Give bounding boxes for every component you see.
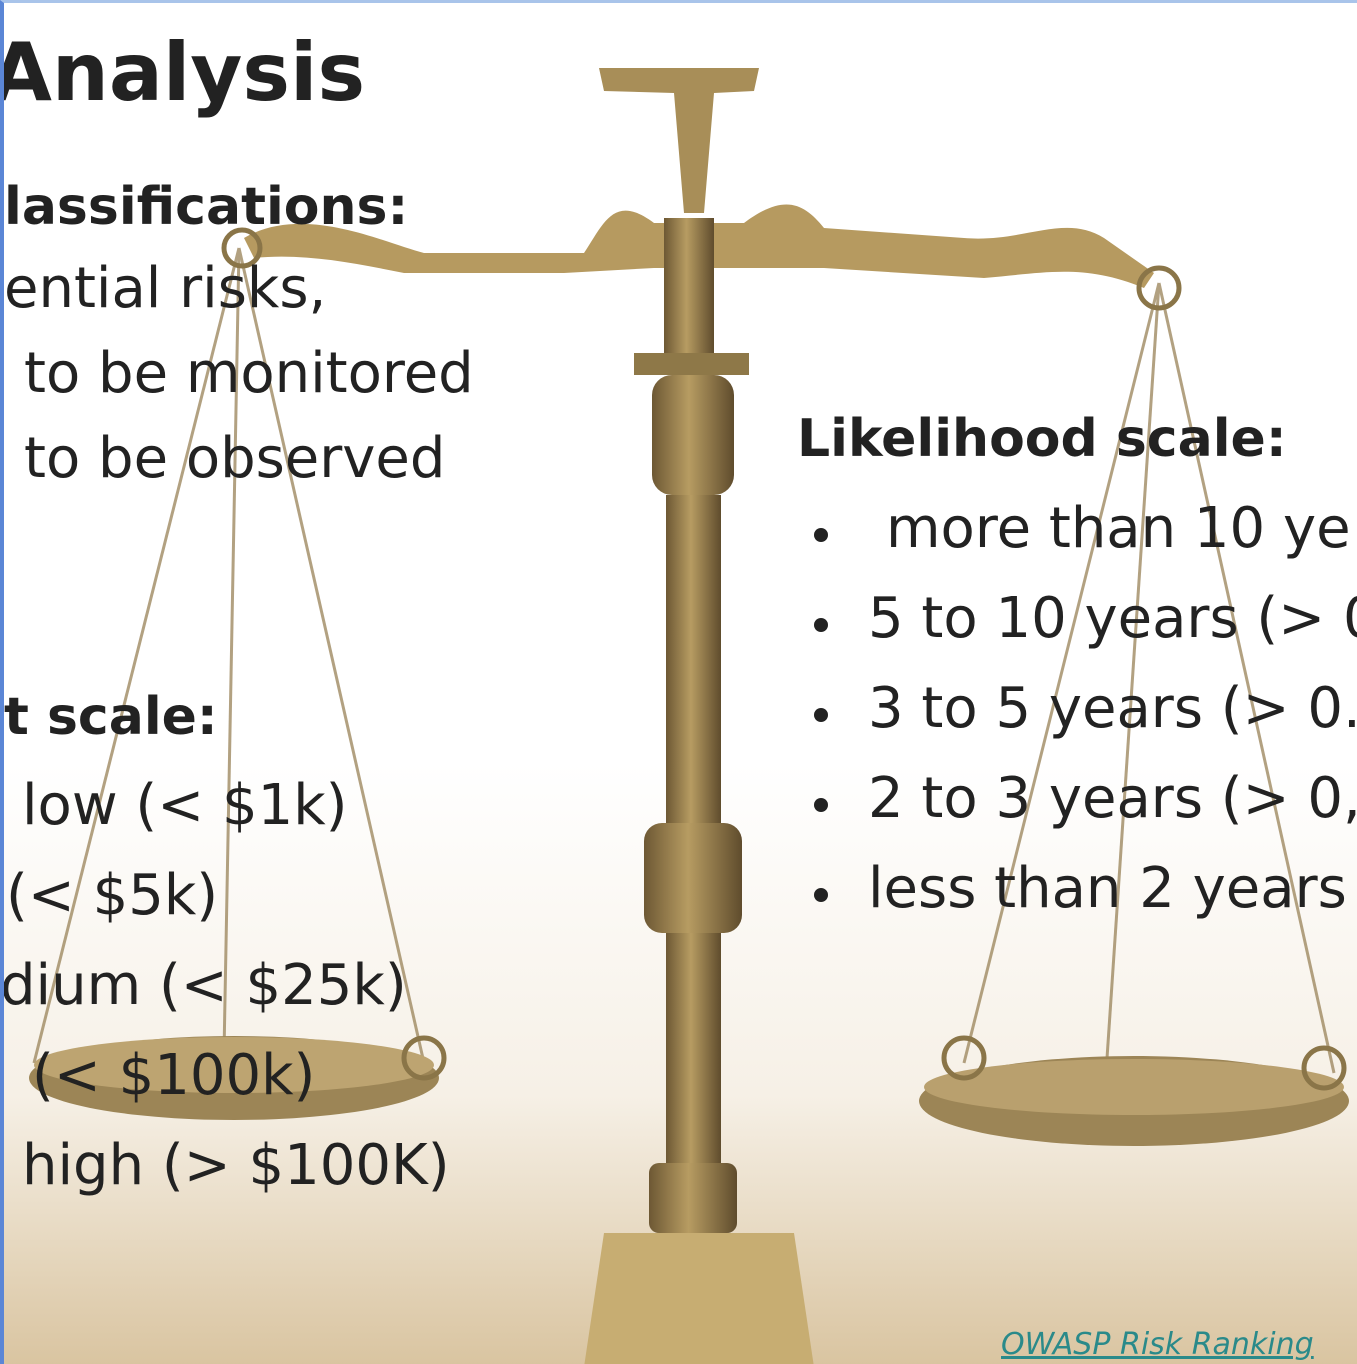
source-link[interactable]: OWASP Risk Ranking [1001,1330,1314,1360]
list-item: ential risks, [4,261,326,317]
bullet [814,708,828,722]
section-heading: Likelihood scale: [797,413,1287,465]
section-heading: t scale: [4,691,218,743]
bullet [814,888,828,902]
section-heading: lassifications: [4,181,408,233]
list-item: high (> $100K) [22,1138,450,1194]
slide-title: Analysis [0,33,365,113]
bullet [814,528,828,542]
bullet [814,618,828,632]
list-item: low (< $1k) [22,778,348,834]
list-item: more than 10 ye [886,501,1351,557]
list-item: dium (< $25k) [0,958,407,1014]
list-item: 5 to 10 years (> 0 [868,591,1357,647]
list-item: 3 to 5 years (> 0. [868,681,1357,737]
list-item: to be monitored [24,346,474,402]
page: Analysis lassifications: ential risks, t… [0,0,1357,1364]
list-item: less than 2 years [868,861,1347,917]
list-item: (< $5k) [6,868,218,924]
bullet [814,798,828,812]
list-item: (< $100k) [32,1048,315,1104]
list-item: 2 to 3 years (> 0, [868,771,1357,827]
slide: Analysis lassifications: ential risks, t… [0,0,1357,1364]
list-item: to be observed [24,431,445,487]
